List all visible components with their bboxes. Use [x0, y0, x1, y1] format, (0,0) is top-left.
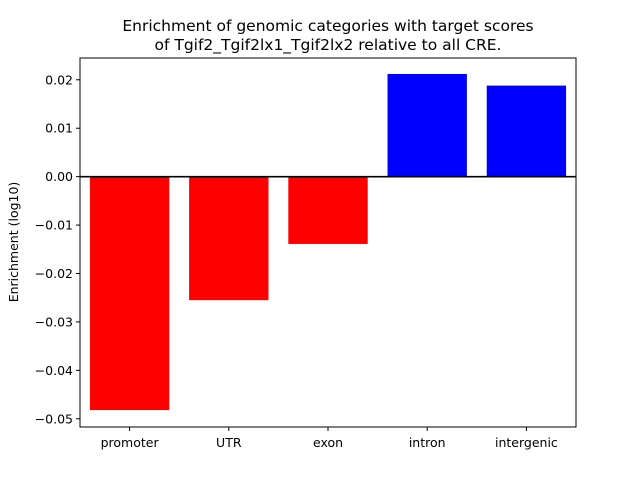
bar-exon	[288, 176, 368, 244]
y-tick-label: 0.02	[45, 72, 73, 87]
bar-intergenic	[486, 85, 567, 177]
y-axis: −0.05 −0.04 −0.03 −0.02 −0.01 0.00 0.01 0.02	[35, 72, 80, 426]
x-tick-label-exon: exon	[313, 435, 343, 450]
chart-subtitle: of Tgif2_Tgif2lx1_Tgif2lx2 relative to a…	[154, 36, 501, 55]
x-tick-label-intergenic: intergenic	[495, 435, 558, 450]
y-tick-label: −0.05	[35, 411, 73, 426]
x-tick-label-intron: intron	[409, 435, 446, 450]
bars-group	[89, 73, 567, 411]
y-tick-label: −0.01	[35, 218, 73, 233]
y-tick-label: −0.02	[35, 266, 73, 281]
y-tick-label: 0.00	[45, 169, 73, 184]
y-tick-label: 0.01	[45, 121, 73, 136]
chart-title: Enrichment of genomic categories with ta…	[122, 17, 533, 35]
bar-UTR	[189, 176, 269, 301]
x-tick-label-UTR: UTR	[216, 435, 242, 450]
y-axis-label: Enrichment (log10)	[6, 182, 21, 303]
bar-intron	[387, 73, 467, 177]
x-tick-label-promoter: promoter	[101, 435, 160, 450]
x-axis: promoter UTR exon intron intergenic	[101, 427, 558, 450]
bar-promoter	[89, 176, 170, 411]
y-tick-label: −0.04	[35, 363, 73, 378]
y-tick-label: −0.03	[35, 314, 73, 329]
